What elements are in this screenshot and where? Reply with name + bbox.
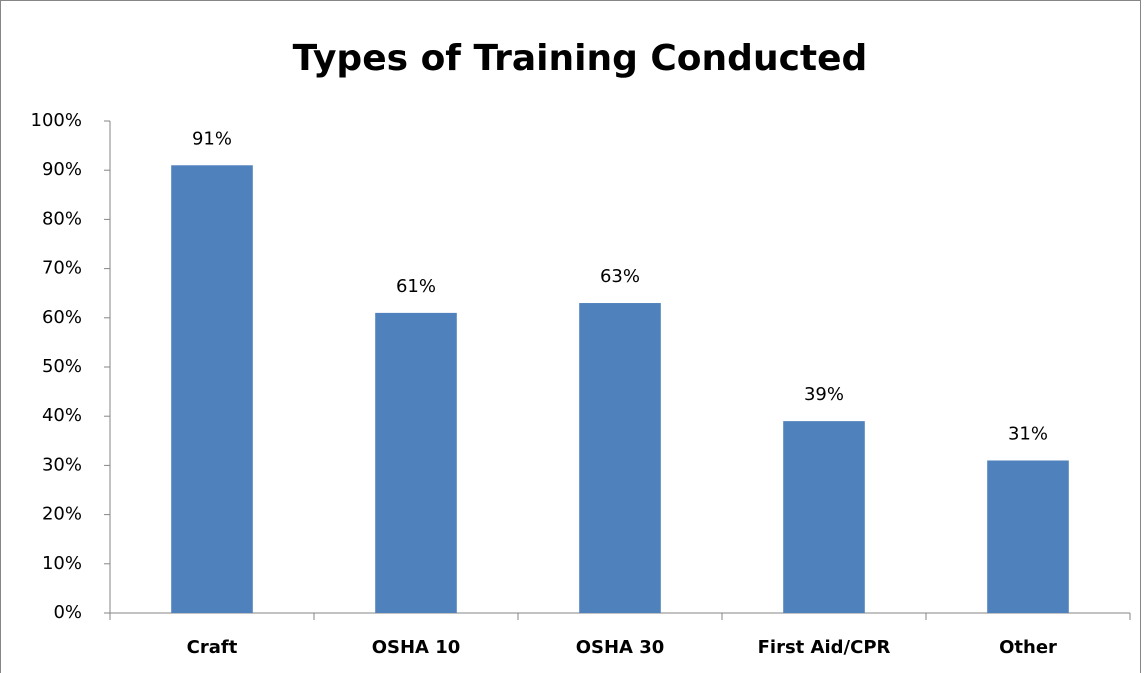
x-tick-label: OSHA 30 (576, 637, 665, 658)
y-tick-label: 10% (42, 553, 82, 574)
y-tick-label: 50% (42, 356, 82, 377)
y-tick-label: 0% (53, 602, 82, 623)
value-label: 31% (1008, 423, 1048, 444)
y-tick-label: 20% (42, 504, 82, 525)
y-tick-label: 100% (31, 110, 82, 131)
y-tick-label: 90% (42, 159, 82, 180)
y-tick-label: 80% (42, 208, 82, 229)
bar (987, 460, 1069, 613)
value-label: 39% (804, 384, 844, 405)
value-label: 61% (396, 276, 436, 297)
y-tick-label: 40% (42, 405, 82, 426)
bar (375, 312, 457, 613)
x-tick-label: First Aid/CPR (758, 637, 891, 658)
chart-title: Types of Training Conducted (293, 38, 868, 79)
bar (783, 421, 865, 613)
bar (171, 165, 253, 613)
y-tick-label: 60% (42, 307, 82, 328)
x-tick-label: OSHA 10 (372, 637, 461, 658)
value-label: 91% (192, 128, 232, 149)
x-tick-label: Other (999, 637, 1057, 658)
x-tick-label: Craft (187, 637, 238, 658)
y-tick-label: 30% (42, 454, 82, 475)
y-tick-label: 70% (42, 258, 82, 279)
value-label: 63% (600, 266, 640, 287)
bar (579, 303, 661, 613)
